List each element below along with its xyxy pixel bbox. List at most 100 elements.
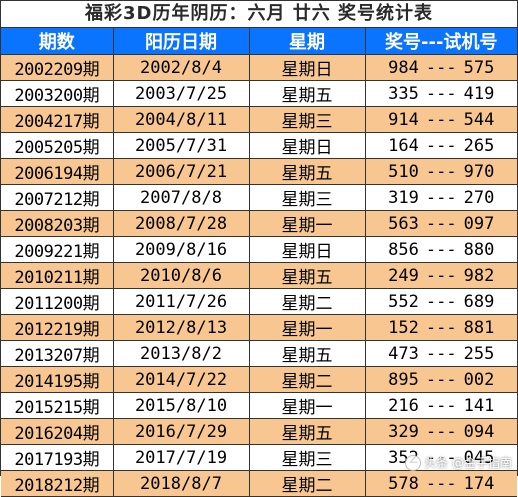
cell-weekday: 星期三	[248, 184, 366, 211]
number-separator: ---	[425, 343, 457, 364]
test-number: 097	[463, 213, 495, 234]
cell-date: 2018/8/7	[112, 470, 250, 497]
header-row: 期数 阳历日期 星期 奖号---试机号	[1, 28, 517, 55]
cell-numbers: 856 --- 880	[364, 236, 517, 263]
number-separator: ---	[425, 265, 457, 286]
cell-numbers: 563 --- 097	[364, 210, 517, 237]
cell-date: 2017/7/19	[112, 444, 250, 471]
cell-weekday: 星期一	[248, 314, 366, 341]
table-row: 2004217期 2004/8/11 星期三 914 --- 544	[1, 106, 517, 133]
cell-period: 2012219期	[1, 314, 114, 341]
test-number: 174	[463, 473, 495, 494]
cell-numbers: 510 --- 970	[364, 158, 517, 185]
cell-period: 2007212期	[1, 184, 114, 211]
number-separator: ---	[425, 135, 457, 156]
cell-weekday: 星期一	[248, 392, 366, 419]
cell-numbers: 329 --- 094	[364, 418, 517, 445]
header-numbers: 奖号---试机号	[364, 28, 517, 55]
number-separator: ---	[425, 187, 457, 208]
cell-date: 2008/7/28	[112, 210, 250, 237]
draw-number: 473	[388, 343, 419, 364]
table-row: 2013207期 2013/8/2 星期五 473 --- 255	[1, 340, 517, 367]
cell-date: 2012/8/13	[112, 314, 250, 341]
number-separator: ---	[425, 83, 457, 104]
table-row: 2005205期 2005/7/31 星期日 164 --- 265	[1, 132, 517, 159]
cell-numbers: 335 --- 419	[364, 80, 517, 107]
cell-date: 2007/8/8	[112, 184, 250, 211]
table-row: 2003200期 2003/7/25 星期五 335 --- 419	[1, 80, 517, 107]
cell-date: 2010/8/6	[112, 262, 250, 289]
cell-weekday: 星期三	[248, 444, 366, 471]
cell-period: 2006194期	[1, 158, 114, 185]
table-row: 2014195期 2014/7/22 星期二 895 --- 002	[1, 366, 517, 393]
cell-date: 2011/7/26	[112, 288, 250, 315]
cell-weekday: 星期五	[248, 80, 366, 107]
number-separator: ---	[425, 57, 457, 78]
cell-period: 2014195期	[1, 366, 114, 393]
draw-number: 552	[388, 291, 419, 312]
table-row: 2002209期 2002/8/4 星期日 984 --- 575	[1, 54, 517, 81]
cell-date: 2006/7/21	[112, 158, 250, 185]
table-row: 2017193期 2017/7/19 星期三 352 --- 045	[1, 444, 517, 471]
cell-numbers: 914 --- 544	[364, 106, 517, 133]
test-number: 270	[463, 187, 495, 208]
cell-weekday: 星期五	[248, 158, 366, 185]
test-number: 544	[463, 109, 495, 130]
cell-period: 2002209期	[1, 54, 114, 81]
test-number: 419	[463, 83, 495, 104]
draw-number: 329	[388, 421, 419, 442]
table-row: 2018212期 2018/8/7 星期二 578 --- 174	[1, 470, 517, 497]
cell-date: 2004/8/11	[112, 106, 250, 133]
table-row: 2010211期 2010/8/6 星期五 249 --- 982	[1, 262, 517, 289]
draw-number: 352	[388, 447, 419, 468]
cell-period: 2010211期	[1, 262, 114, 289]
sheet-title: 福彩3D历年阴历：六月 廿六 奖号统计表	[1, 1, 517, 28]
draw-number: 319	[388, 187, 419, 208]
draw-number: 984	[388, 57, 419, 78]
number-separator: ---	[425, 421, 457, 442]
test-number: 045	[463, 447, 495, 468]
draw-number: 563	[388, 213, 419, 234]
number-separator: ---	[425, 395, 457, 416]
cell-numbers: 319 --- 270	[364, 184, 517, 211]
draw-number: 914	[388, 109, 419, 130]
cell-period: 2003200期	[1, 80, 114, 107]
cell-numbers: 552 --- 689	[364, 288, 517, 315]
test-number: 094	[463, 421, 495, 442]
cell-numbers: 352 --- 045	[364, 444, 517, 471]
number-separator: ---	[425, 109, 457, 130]
number-separator: ---	[425, 213, 457, 234]
draw-number: 856	[388, 239, 419, 260]
cell-weekday: 星期日	[248, 236, 366, 263]
cell-date: 2005/7/31	[112, 132, 250, 159]
cell-numbers: 895 --- 002	[364, 366, 517, 393]
cell-date: 2002/8/4	[112, 54, 250, 81]
cell-weekday: 星期五	[248, 340, 366, 367]
cell-weekday: 星期日	[248, 132, 366, 159]
cell-date: 2014/7/22	[112, 366, 250, 393]
header-period: 期数	[1, 28, 114, 55]
cell-period: 2018212期	[1, 470, 114, 497]
cell-weekday: 星期二	[248, 470, 366, 497]
draw-number: 249	[388, 265, 419, 286]
cell-date: 2009/8/16	[112, 236, 250, 263]
cell-period: 2009221期	[1, 236, 114, 263]
draw-number: 164	[388, 135, 419, 156]
table-row: 2009221期 2009/8/16 星期日 856 --- 880	[1, 236, 517, 263]
draw-number: 578	[388, 473, 419, 494]
cell-period: 2016204期	[1, 418, 114, 445]
table-body: 2002209期 2002/8/4 星期日 984 --- 575 2003200期 2003…	[1, 54, 517, 497]
cell-period: 2005205期	[1, 132, 114, 159]
cell-date: 2013/8/2	[112, 340, 250, 367]
number-separator: ---	[425, 447, 457, 468]
cell-weekday: 星期五	[248, 418, 366, 445]
test-number: 265	[463, 135, 495, 156]
header-weekday: 星期	[248, 28, 366, 55]
table-row: 2012219期 2012/8/13 星期一 152 --- 881	[1, 314, 517, 341]
table-row: 2016204期 2016/7/29 星期五 329 --- 094	[1, 418, 517, 445]
cell-date: 2016/7/29	[112, 418, 250, 445]
draw-number: 510	[388, 161, 419, 182]
cell-weekday: 星期二	[248, 366, 366, 393]
table-row: 2015215期 2015/8/10 星期一 216 --- 141	[1, 392, 517, 419]
